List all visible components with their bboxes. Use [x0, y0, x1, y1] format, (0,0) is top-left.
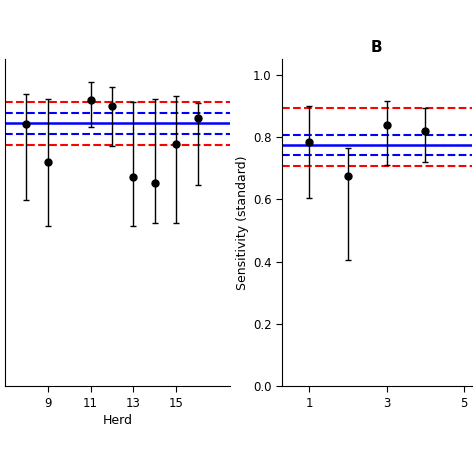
Y-axis label: Sensitivity (standard): Sensitivity (standard)	[236, 155, 249, 290]
X-axis label: Herd: Herd	[102, 414, 132, 427]
Title: B: B	[371, 40, 383, 55]
